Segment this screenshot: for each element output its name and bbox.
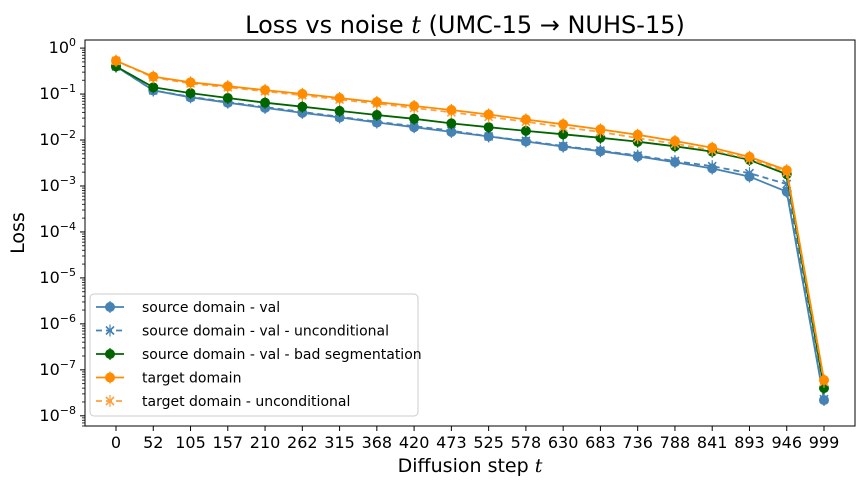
data-point bbox=[334, 105, 345, 116]
data-point bbox=[520, 114, 531, 125]
y-axis: 100 10−1 10−2 10−3 10−4 10−5 10−6 10−7 10−8 bbox=[39, 36, 85, 427]
data-point bbox=[521, 136, 531, 146]
x-tick-label: 210 bbox=[250, 433, 281, 452]
x-tick-label: 999 bbox=[809, 433, 840, 452]
x-tick-label: 0 bbox=[111, 433, 121, 452]
legend-box bbox=[89, 293, 419, 417]
legend-label: source domain - val - unconditional bbox=[142, 324, 389, 340]
x-tick-label: 736 bbox=[622, 433, 653, 452]
data-point bbox=[371, 110, 382, 121]
legend-marker bbox=[105, 372, 115, 383]
x-tick-label: 52 bbox=[143, 433, 163, 452]
data-point bbox=[111, 55, 121, 66]
x-axis: 0 52 105 157 210 262 315 368 420 473 525 578 630 683 7… bbox=[111, 426, 839, 452]
x-tick-label: 683 bbox=[585, 433, 616, 452]
data-point bbox=[595, 145, 605, 156]
data-point bbox=[558, 129, 569, 140]
data-point bbox=[409, 100, 420, 111]
x-tick-label: 368 bbox=[362, 433, 393, 452]
y-tick-label: 10−3 bbox=[39, 174, 76, 195]
data-point bbox=[297, 88, 308, 99]
y-tick-label: 10−4 bbox=[39, 220, 76, 241]
data-point bbox=[260, 85, 271, 96]
x-tick-label: 105 bbox=[175, 433, 206, 452]
x-tick-label: 473 bbox=[436, 433, 467, 452]
y-tick-label: 10−5 bbox=[39, 266, 76, 287]
series-line bbox=[115, 59, 825, 381]
data-point bbox=[669, 136, 680, 147]
x-tick-label: 788 bbox=[660, 433, 691, 452]
data-point bbox=[446, 118, 457, 129]
data-point bbox=[484, 131, 494, 141]
data-point bbox=[446, 126, 456, 136]
y-tick-label: 10−7 bbox=[39, 358, 76, 379]
data-point bbox=[371, 97, 382, 108]
series-line bbox=[115, 59, 825, 382]
data-point bbox=[707, 161, 717, 171]
legend-marker bbox=[105, 349, 115, 359]
y-tick-label: 10−1 bbox=[39, 82, 76, 103]
data-point bbox=[409, 121, 419, 131]
y-tick-label: 10−2 bbox=[39, 128, 76, 149]
x-tick-label: 630 bbox=[548, 433, 579, 452]
x-tick-label: 420 bbox=[399, 433, 430, 452]
data-point bbox=[558, 119, 569, 130]
data-point bbox=[148, 82, 159, 93]
legend-label: target domain - unconditional bbox=[142, 394, 350, 410]
data-point bbox=[334, 93, 345, 104]
legend-label: target domain bbox=[142, 371, 241, 387]
data-point bbox=[409, 113, 420, 124]
x-tick-label: 578 bbox=[511, 433, 542, 452]
y-tick-label: 10−8 bbox=[39, 404, 76, 425]
data-point bbox=[148, 71, 159, 82]
x-tick-label: 841 bbox=[697, 433, 728, 452]
data-point bbox=[819, 383, 829, 394]
legend-marker bbox=[105, 396, 115, 406]
legend-label: source domain - val bbox=[142, 300, 280, 316]
data-point bbox=[819, 375, 829, 386]
chart-title: Loss vs noise t (UMC-15 → NUHS-15) bbox=[245, 11, 685, 39]
data-point bbox=[595, 124, 606, 135]
x-axis-label: Diffusion step t bbox=[398, 455, 543, 477]
data-point bbox=[819, 394, 829, 404]
x-tick-label: 315 bbox=[324, 433, 355, 452]
legend-marker bbox=[105, 325, 115, 336]
x-tick-label: 946 bbox=[771, 433, 802, 452]
data-point bbox=[558, 141, 568, 151]
data-point bbox=[520, 125, 531, 136]
series-3 bbox=[111, 54, 829, 387]
data-point bbox=[633, 150, 643, 161]
data-point bbox=[222, 81, 233, 92]
data-point bbox=[744, 168, 755, 178]
x-tick-label: 262 bbox=[287, 433, 318, 452]
data-point bbox=[297, 101, 308, 112]
series-line bbox=[115, 65, 825, 400]
legend-marker bbox=[105, 302, 115, 312]
data-point bbox=[185, 77, 196, 88]
data-point bbox=[707, 142, 718, 153]
data-point bbox=[185, 88, 196, 99]
x-tick-label: 157 bbox=[213, 433, 244, 452]
legend-label: source domain - val - bad segmentation bbox=[142, 347, 422, 363]
data-point bbox=[483, 122, 494, 133]
y-tick-label: 10−6 bbox=[39, 312, 76, 333]
series-layer bbox=[111, 54, 829, 407]
data-point bbox=[744, 151, 755, 162]
legend: source domain - val source domain - val -… bbox=[89, 293, 422, 417]
data-point bbox=[483, 109, 494, 120]
y-tick-label: 100 bbox=[49, 36, 76, 57]
data-point bbox=[632, 129, 643, 140]
y-axis-label: Loss bbox=[7, 212, 29, 254]
data-point bbox=[781, 165, 792, 176]
series-2 bbox=[111, 60, 829, 395]
x-tick-label: 525 bbox=[473, 433, 504, 452]
data-point bbox=[446, 104, 457, 115]
data-point bbox=[260, 97, 271, 108]
series-line bbox=[115, 65, 825, 389]
data-point bbox=[670, 156, 680, 166]
data-point bbox=[222, 93, 233, 104]
x-tick-label: 893 bbox=[734, 433, 765, 452]
